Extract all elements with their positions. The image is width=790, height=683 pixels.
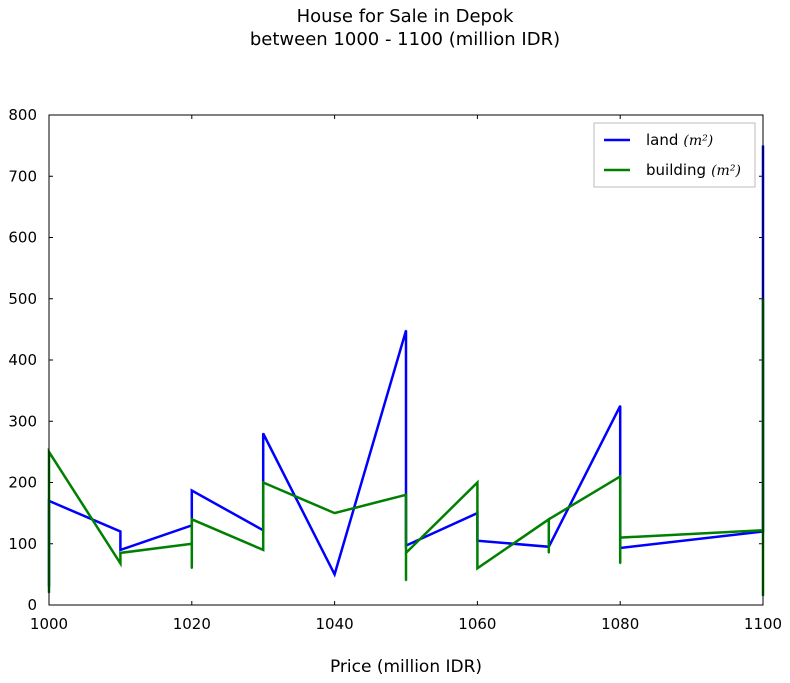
data-point-building [619, 536, 621, 539]
chart-subtitle: between 1000 - 1100 (million IDR) [250, 29, 560, 50]
series-line-land [47, 145, 765, 587]
y-tick-label: 100 [8, 535, 37, 553]
plot-frame [48, 114, 764, 606]
data-point-building [548, 518, 550, 521]
data-point-building [619, 562, 621, 565]
data-point-building [619, 475, 621, 478]
axis-ticks: 1000 1020 1040 1060 1080 1100 0 100 200 300 400 500… [8, 106, 782, 633]
series-layer [47, 144, 765, 597]
data-point-land [262, 432, 265, 435]
legend: land (m²) building (m²) [593, 122, 756, 188]
data-point-building [405, 494, 407, 496]
data-point-building [191, 543, 193, 545]
x-tick-label: 1020 [173, 615, 211, 633]
x-tick-label: 1100 [744, 615, 782, 633]
x-tick-label: 1040 [316, 615, 354, 633]
data-point-land [119, 549, 122, 551]
data-point-land [119, 530, 122, 533]
data-point-land [405, 329, 407, 332]
data-point-building [262, 481, 265, 484]
data-point-building [191, 518, 193, 521]
x-tick-label: 1060 [458, 615, 496, 633]
data-point-building [262, 549, 265, 551]
chart-title: House for Sale in Depok [297, 6, 514, 27]
data-point-building [191, 567, 193, 570]
x-tick-label: 1000 [30, 615, 68, 633]
y-tick-label: 800 [8, 106, 37, 124]
y-tick-label: 500 [8, 290, 37, 308]
legend-label-land: land [646, 131, 678, 149]
data-point-building [119, 552, 122, 554]
y-tick-label: 200 [8, 474, 37, 492]
data-point-land [333, 573, 336, 576]
series-line-building [47, 298, 765, 596]
data-point-building [119, 562, 122, 565]
legend-unit-building: (m²) [711, 163, 741, 179]
data-point-building [333, 512, 336, 514]
y-tick-label: 600 [8, 229, 37, 247]
legend-label-building: building [646, 161, 706, 179]
x-axis-label: Price (million IDR) [330, 657, 482, 677]
data-point-building [405, 579, 407, 582]
y-tick-label: 300 [8, 412, 37, 430]
data-point-building [476, 481, 479, 484]
data-point-land [619, 405, 621, 407]
y-tick-label: 700 [8, 167, 37, 185]
legend-unit-land: (m²) [683, 133, 713, 149]
data-point-building [476, 567, 479, 570]
y-tick-label: 0 [27, 596, 37, 614]
y-tick-label: 400 [8, 351, 37, 369]
data-point-building [548, 552, 550, 554]
legend-frame [593, 122, 756, 188]
data-point-building [405, 552, 407, 554]
x-tick-label: 1080 [601, 615, 639, 633]
data-point-land [191, 489, 193, 492]
